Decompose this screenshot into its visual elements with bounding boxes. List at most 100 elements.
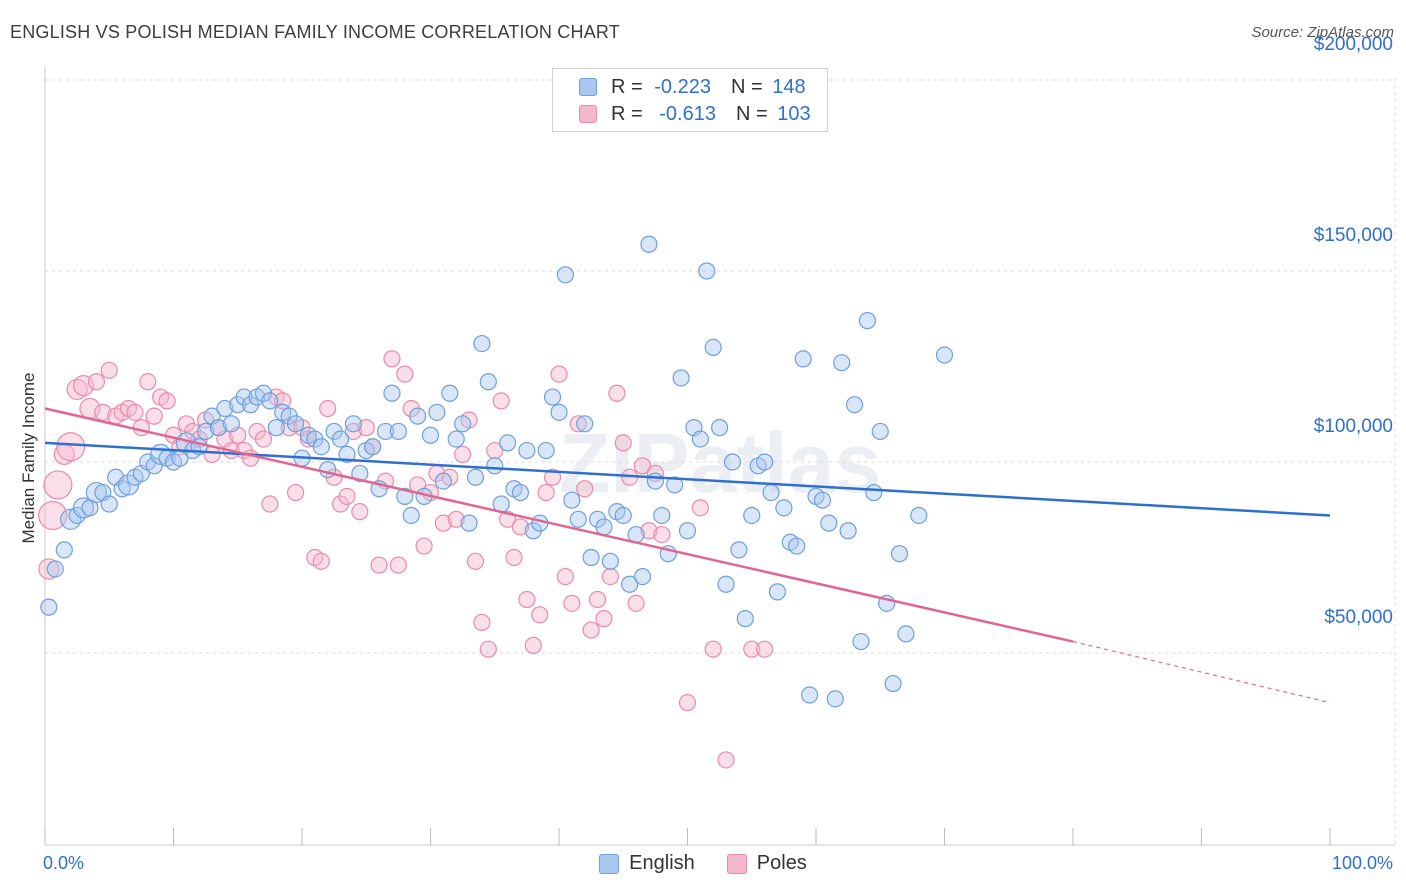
tick-labels: $200,000 $150,000 $100,000 $50,000 0.0% 100.0… [43,34,1393,873]
x-tick-label-start: 0.0% [43,853,84,873]
poles-point [653,525,671,544]
poles-n-value: 103 [777,102,811,125]
english-point [511,483,530,502]
poles-point [357,419,375,437]
correlation-legend: R = -0.223 N = 148 R = -0.613 N = 103 [552,68,828,132]
poles-point [743,640,761,658]
english-point [145,457,163,475]
axes [44,66,1395,846]
poles-point [261,495,279,513]
poles-point [466,552,485,570]
english-legend-label: English [629,852,695,874]
poles-point [550,365,568,383]
poles-point [139,373,157,391]
english-point [72,497,95,519]
english-point [897,625,915,643]
english-point [486,457,504,475]
poles-point [576,480,594,498]
legend-item-english[interactable]: English [599,852,695,875]
poles-point [588,590,607,609]
english-point [543,388,562,406]
english-point [434,472,452,490]
english-point [216,399,234,418]
english-point [768,583,787,601]
poles-point [38,500,68,531]
poles-point [299,430,318,448]
poles-swatch [579,105,597,123]
english-point [55,541,73,559]
english-point [402,506,420,525]
poles-point [132,419,150,437]
poles-point [338,487,356,505]
poles-point [717,751,735,769]
poles-point [531,606,549,624]
chart-title: ENGLISH VS POLISH MEDIAN FAMILY INCOME C… [10,22,620,42]
english-points [40,235,954,708]
english-point [826,690,844,708]
poles-legend-swatch [726,853,747,874]
english-point [364,438,382,456]
english-point [666,476,684,494]
poles-point [518,590,536,609]
poles-point [505,548,523,567]
english-point [788,537,806,555]
english-point [537,441,555,460]
poles-point [537,483,555,502]
english-point [775,499,793,517]
poles-point [524,636,542,654]
english-point [389,422,407,441]
english-point [582,548,600,567]
english-point [556,266,575,284]
english-point [576,415,594,433]
legend-row-poles: R = -0.613 N = 103 [579,102,811,126]
poles-point [627,594,645,612]
english-point [601,552,620,570]
poles-trend-line [44,407,1074,643]
english-point [884,674,902,693]
english-point [890,545,909,563]
english-point [717,575,735,593]
legend-item-poles[interactable]: Poles [726,852,807,875]
english-point [261,392,279,410]
poles-point [87,373,106,391]
english-point [614,506,632,525]
poles-point [595,610,613,628]
poles-point [126,403,144,421]
english-point [396,487,414,505]
poles-point [678,694,697,712]
english-n-label: N = [730,75,763,98]
poles-point [486,441,504,460]
english-point [736,610,754,628]
trend-lines [44,407,1331,704]
english-point [595,518,613,536]
english-point [640,235,658,253]
poles-point [370,556,388,574]
english-point [499,434,517,452]
english-point [698,262,716,280]
english-point [820,514,838,532]
poles-point [614,434,632,452]
english-point [743,506,761,525]
english-point [646,472,664,490]
poles-r-value: -0.613 [659,102,716,125]
poles-point [158,392,176,410]
english-point [839,522,857,540]
english-point [421,426,440,444]
poles-point [608,384,626,402]
poles-point [383,350,401,368]
english-point [678,522,697,540]
poles-point [556,567,575,586]
poles-point [66,378,88,401]
poles-point [389,556,407,574]
poles-point [511,518,530,536]
english-swatch [579,78,597,96]
english-point [40,598,58,616]
poles-point [473,613,491,632]
english-point [222,415,240,433]
poles-point [569,415,587,433]
english-point [910,506,928,525]
poles-point [447,510,465,528]
poles-point [286,483,305,502]
english-legend-swatch [599,853,620,874]
poles-point [691,499,709,517]
